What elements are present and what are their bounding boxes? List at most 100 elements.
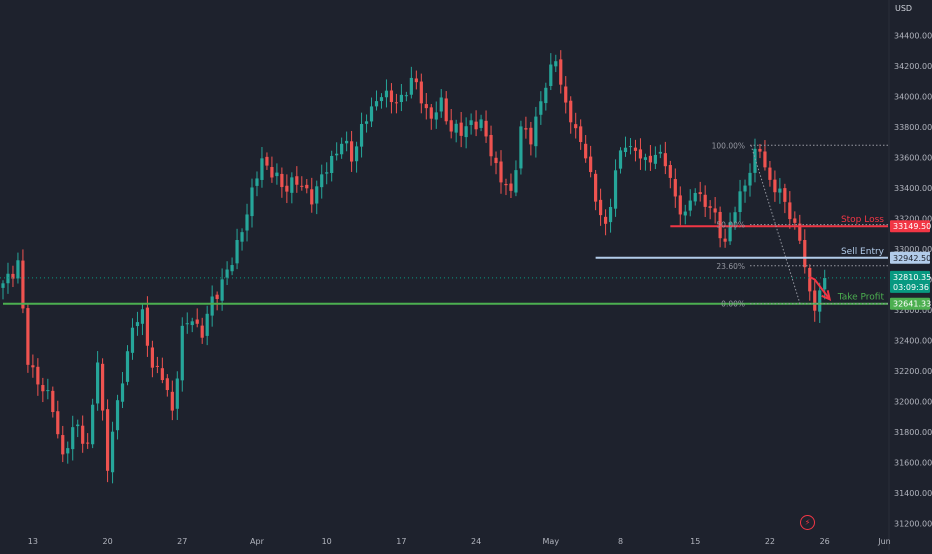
candle-body: [628, 146, 633, 148]
candle-body: [494, 157, 498, 164]
candle-body: [539, 101, 543, 115]
candle-body: [225, 269, 229, 278]
candle-body: [708, 206, 712, 208]
candle-body: [275, 172, 279, 177]
candle-body: [653, 154, 657, 164]
candle-body: [46, 390, 50, 392]
candle-body: [399, 94, 403, 103]
candle-body: [31, 365, 35, 368]
candle-body: [215, 294, 219, 299]
candle-body: [454, 123, 458, 133]
x-tick-label: 13: [28, 537, 38, 546]
fib-retracement: 100.00% 50.00% 23.60% 0.00%: [712, 141, 890, 309]
candle-body: [345, 140, 349, 144]
candle-body: [594, 173, 598, 202]
candle-body: [678, 195, 682, 215]
current-price-label: 32810.35: [893, 273, 931, 282]
candle-body: [379, 97, 384, 102]
candle-body: [698, 192, 702, 195]
candle-body: [688, 200, 692, 211]
candle-body: [205, 313, 209, 336]
candle-body: [554, 61, 558, 67]
candle-body: [434, 112, 438, 120]
price-tag-label: 32942.50: [893, 254, 931, 263]
y-tick-label: 34400.00: [894, 32, 932, 41]
candle-body: [658, 151, 662, 154]
candle-body: [803, 239, 807, 268]
candle-body: [255, 178, 259, 186]
y-tick-label: 33200.00: [894, 215, 932, 224]
candle-body: [718, 211, 722, 239]
lightning-icon[interactable]: ⚡: [800, 515, 815, 530]
candle-body: [389, 90, 394, 103]
candle-body: [758, 148, 762, 152]
candle-body: [66, 448, 70, 454]
candle-body: [618, 150, 623, 169]
level-label: Take Profit: [837, 293, 885, 303]
countdown-label: 03:09:36: [893, 283, 929, 292]
x-tick-label: Jun: [877, 537, 891, 546]
candle-body: [135, 322, 140, 327]
candle-body: [464, 126, 468, 138]
candle-body: [673, 179, 677, 197]
level-label: Sell Entry: [841, 247, 885, 257]
candle-body: [150, 347, 154, 368]
candle-body: [76, 424, 80, 427]
candle-body: [584, 143, 588, 159]
candle-body: [439, 97, 443, 112]
x-tick-label: Apr: [250, 537, 265, 546]
candle-body: [81, 425, 85, 444]
fib-label: 23.60%: [716, 262, 745, 271]
candle-body: [235, 240, 239, 264]
candle-body: [290, 177, 294, 193]
candle-body: [335, 153, 339, 156]
time-axis[interactable]: 13 20 27 Apr 10 17 24 May 8 15 22 26 Jun: [28, 537, 891, 546]
candle-body: [36, 366, 40, 385]
y-tick-label: 31600.00: [894, 459, 932, 468]
y-tick-label: 32600.00: [894, 306, 932, 315]
candle-body: [315, 186, 319, 204]
candle-body: [444, 98, 448, 122]
candle-body: [101, 363, 105, 411]
y-tick-label: 32400.00: [894, 337, 932, 346]
candle-body: [499, 161, 503, 183]
candle-body: [743, 185, 747, 192]
candle-body: [280, 173, 284, 188]
price-tag: [890, 220, 930, 233]
candle-body: [125, 351, 130, 382]
candle-body: [589, 156, 593, 173]
candle-body: [544, 87, 548, 104]
candle-body: [529, 127, 533, 145]
candle-body: [364, 121, 369, 124]
candle-body: [250, 187, 254, 217]
candle-body: [608, 206, 613, 223]
candle-body: [110, 431, 115, 473]
candle-body: [648, 155, 652, 163]
candle-body: [519, 126, 523, 169]
price-axis[interactable]: 31200.00 31400.00 31600.00 31800.00 32000.00…: [890, 32, 932, 529]
candle-body: [793, 218, 797, 223]
level-label: Stop Loss: [841, 215, 884, 225]
candle-body: [424, 104, 428, 109]
x-tick-label: 10: [322, 537, 332, 546]
candle-body: [86, 442, 90, 444]
candle-body: [574, 124, 578, 129]
candle-body: [763, 151, 767, 168]
y-tick-label: 31200.00: [894, 520, 932, 529]
candle-body: [509, 183, 513, 191]
candle-body: [310, 189, 314, 205]
candle-body: [773, 179, 777, 193]
fib-label: 50.00%: [716, 221, 745, 230]
candle-body: [663, 153, 667, 167]
candle-body: [330, 155, 334, 174]
x-tick-label: 24: [471, 537, 481, 546]
candle-body: [195, 319, 199, 324]
candle-body: [260, 158, 264, 180]
candle-body: [245, 214, 249, 231]
candle-body: [808, 267, 812, 292]
candle-body: [768, 167, 772, 180]
candle-body: [210, 296, 214, 316]
candle-body: [115, 400, 120, 431]
